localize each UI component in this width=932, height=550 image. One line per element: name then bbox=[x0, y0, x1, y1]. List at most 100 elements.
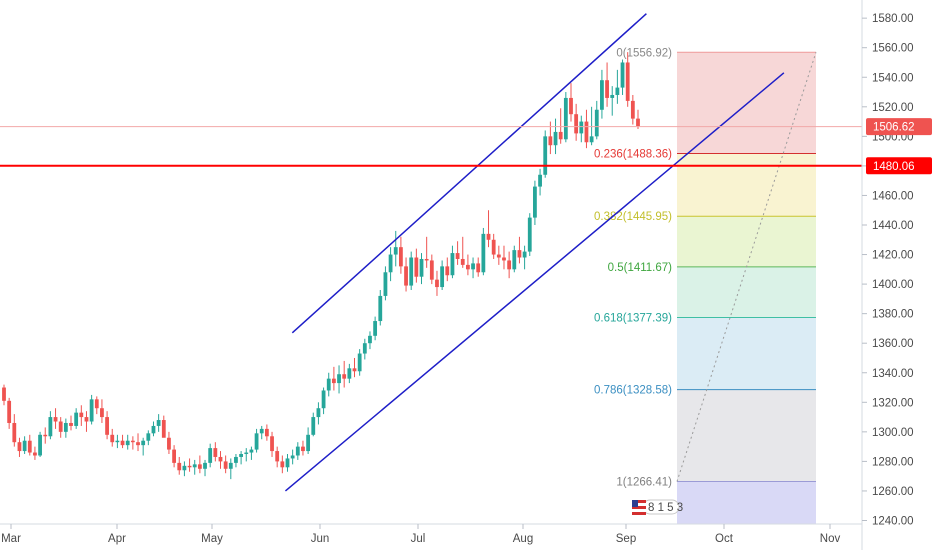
candle-body bbox=[522, 251, 527, 258]
event-badge[interactable]: 8 1 5 3 bbox=[632, 499, 683, 515]
candle bbox=[445, 257, 450, 282]
candle-body bbox=[574, 114, 579, 134]
candle bbox=[22, 436, 27, 455]
flag-stripe bbox=[632, 506, 646, 509]
candle bbox=[203, 459, 207, 477]
candle bbox=[115, 434, 120, 449]
y-tick-label: 1520.00 bbox=[872, 102, 914, 114]
candle-body bbox=[182, 465, 187, 471]
candle bbox=[306, 427, 311, 455]
candle-body bbox=[48, 417, 53, 437]
candle bbox=[120, 434, 125, 449]
candle-body bbox=[177, 462, 182, 471]
candle bbox=[362, 338, 367, 360]
candle-body bbox=[481, 233, 486, 273]
fib-level-label: 0.618(1377.39) bbox=[594, 313, 672, 325]
fib-level-label: 0(1556.92) bbox=[616, 47, 672, 59]
candle bbox=[419, 253, 424, 285]
candle-body bbox=[610, 94, 615, 98]
fibonacci-retracement: 0(1556.92) 0.236(1488.36) 0.382(1445.95) 0.… bbox=[594, 47, 817, 525]
candle-body bbox=[337, 374, 341, 384]
candle-body bbox=[316, 408, 321, 418]
fib-level-label: 1(1266.41) bbox=[616, 476, 672, 488]
candle-body bbox=[63, 422, 68, 432]
candle bbox=[605, 62, 609, 107]
y-tick-label: 1260.00 bbox=[872, 486, 914, 498]
candle-body bbox=[228, 462, 233, 469]
candle bbox=[393, 230, 398, 267]
candle-body bbox=[89, 399, 94, 422]
candle bbox=[543, 130, 548, 178]
channel-lower-line bbox=[284, 72, 785, 492]
candle bbox=[486, 210, 491, 248]
candle bbox=[316, 402, 321, 425]
candle-body bbox=[517, 250, 522, 258]
candle-body bbox=[259, 428, 264, 434]
candle-body bbox=[120, 440, 125, 446]
candle-body bbox=[404, 266, 408, 286]
candle-body bbox=[74, 412, 79, 426]
candle bbox=[74, 408, 79, 429]
candle bbox=[177, 456, 182, 475]
candles bbox=[2, 52, 640, 480]
candle bbox=[223, 455, 228, 474]
candle-body bbox=[625, 62, 630, 101]
candle-body bbox=[156, 420, 161, 426]
candle bbox=[326, 372, 331, 397]
time-axis[interactable]: Mar Apr May Jun Jul Aug Sep Oct Nov bbox=[1, 524, 840, 545]
candle bbox=[197, 455, 202, 474]
candle bbox=[533, 180, 537, 225]
candle bbox=[538, 168, 542, 196]
y-tick-label: 1440.00 bbox=[872, 220, 914, 232]
candle bbox=[630, 94, 635, 125]
candle bbox=[33, 446, 37, 460]
candle-body bbox=[563, 97, 568, 140]
y-tick-label: 1340.00 bbox=[872, 368, 914, 380]
candle bbox=[450, 245, 455, 279]
candle bbox=[481, 227, 486, 276]
candle-body bbox=[553, 131, 558, 146]
candle-body bbox=[22, 440, 27, 452]
candle-body bbox=[594, 109, 599, 137]
candle-body bbox=[533, 186, 537, 218]
fib-band bbox=[677, 52, 816, 154]
candle bbox=[466, 254, 470, 276]
candle-body bbox=[100, 408, 104, 418]
fib-level-label: 0.5(1411.67) bbox=[608, 262, 673, 274]
candle-body bbox=[208, 448, 213, 463]
candle-body bbox=[491, 239, 496, 255]
candle bbox=[455, 241, 460, 265]
candle bbox=[352, 357, 357, 378]
candle bbox=[620, 59, 625, 95]
candle-body bbox=[368, 335, 372, 344]
badge-numbers: 8 1 5 3 bbox=[648, 502, 683, 514]
candle bbox=[594, 100, 599, 140]
candle bbox=[512, 245, 517, 273]
candle bbox=[527, 213, 532, 257]
candle bbox=[574, 103, 579, 141]
candle bbox=[579, 115, 584, 143]
y-tick-label: 1360.00 bbox=[872, 338, 914, 350]
candle-body bbox=[605, 80, 609, 98]
candle-body bbox=[352, 368, 357, 372]
candle bbox=[218, 451, 223, 469]
candle-body bbox=[84, 417, 89, 422]
candle bbox=[110, 428, 115, 447]
fib-band bbox=[677, 216, 816, 267]
candle-body bbox=[435, 279, 439, 288]
candle bbox=[234, 454, 238, 468]
fib-band bbox=[677, 153, 816, 217]
candle bbox=[491, 233, 496, 259]
candle-body bbox=[38, 434, 42, 456]
candle-body bbox=[615, 87, 620, 95]
x-tick-label: Apr bbox=[108, 533, 126, 545]
candle bbox=[337, 365, 341, 394]
candle-body bbox=[321, 390, 326, 409]
candle bbox=[151, 421, 156, 437]
y-tick-label: 1580.00 bbox=[872, 13, 914, 25]
price-tag bbox=[866, 157, 932, 175]
fib-band bbox=[677, 481, 816, 525]
candle-body bbox=[378, 295, 383, 322]
x-tick-label: Nov bbox=[820, 533, 841, 545]
candle-body bbox=[414, 257, 419, 277]
